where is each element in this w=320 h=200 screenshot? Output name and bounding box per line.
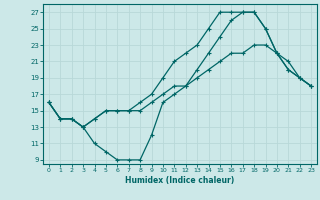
X-axis label: Humidex (Indice chaleur): Humidex (Indice chaleur) bbox=[125, 176, 235, 185]
